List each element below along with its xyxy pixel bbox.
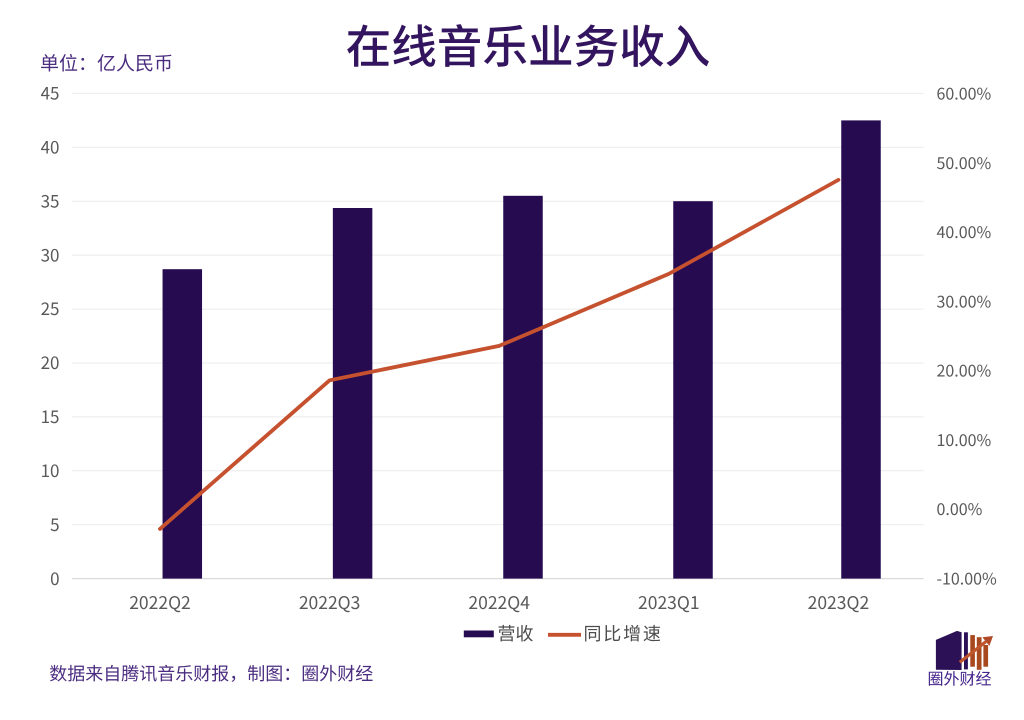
svg-text:45: 45 [41, 80, 60, 105]
svg-text:营收: 营收 [498, 620, 534, 646]
svg-text:20.00%: 20.00% [937, 358, 992, 382]
svg-text:15: 15 [41, 403, 60, 428]
svg-text:2023Q2: 2023Q2 [808, 590, 870, 615]
svg-text:2023Q1: 2023Q1 [638, 590, 700, 615]
svg-text:25: 25 [41, 295, 60, 320]
svg-text:30: 30 [41, 241, 60, 266]
svg-text:10.00%: 10.00% [937, 427, 992, 451]
svg-text:单位：亿人民币: 单位：亿人民币 [40, 49, 173, 76]
svg-text:2022Q2: 2022Q2 [129, 590, 191, 615]
svg-text:10: 10 [41, 457, 60, 482]
svg-text:0.00%: 0.00% [937, 496, 983, 520]
svg-text:5: 5 [50, 511, 59, 536]
svg-text:0: 0 [50, 565, 59, 590]
svg-text:2022Q3: 2022Q3 [299, 590, 361, 615]
svg-text:-10.00%: -10.00% [937, 565, 998, 589]
svg-text:同比增速: 同比增速 [584, 620, 663, 646]
svg-text:50.00%: 50.00% [937, 150, 992, 174]
svg-text:20: 20 [41, 349, 60, 374]
svg-text:40.00%: 40.00% [937, 219, 992, 243]
svg-text:数据来自腾讯音乐财报，制图：圈外财经: 数据来自腾讯音乐财报，制图：圈外财经 [49, 660, 373, 686]
svg-text:在线音乐业务收入: 在线音乐业务收入 [346, 11, 711, 77]
svg-text:40: 40 [41, 134, 60, 159]
svg-text:35: 35 [41, 187, 60, 212]
svg-text:30.00%: 30.00% [937, 288, 992, 312]
svg-text:圈外财经: 圈外财经 [927, 666, 991, 690]
svg-text:2022Q4: 2022Q4 [468, 590, 530, 615]
svg-text:60.00%: 60.00% [937, 81, 992, 105]
